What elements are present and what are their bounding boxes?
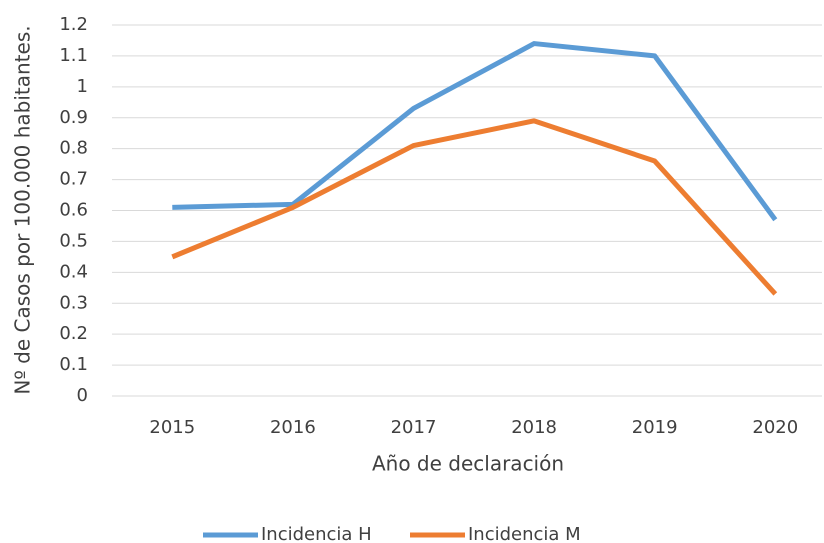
y-tick-label: 0.2 — [59, 323, 88, 344]
x-tick-label: 2017 — [391, 417, 437, 438]
y-tick-label: 0.3 — [59, 292, 88, 313]
y-tick-label: 0.7 — [59, 169, 88, 190]
x-tick-label: 2015 — [149, 417, 195, 438]
y-tick-label: 0 — [77, 385, 88, 406]
y-tick-label: 1.1 — [59, 45, 88, 66]
y-tick-label: 0.5 — [59, 230, 88, 251]
y-tick-label: 0.6 — [59, 200, 88, 221]
y-tick-label: 1.2 — [59, 14, 88, 35]
legend-label: Incidencia H — [261, 524, 372, 543]
x-axis-title: Año de declaración — [372, 452, 564, 476]
x-tick-label: 2019 — [632, 417, 678, 438]
y-axis-title: Nº de Casos por 100.000 habitantes. — [11, 25, 35, 394]
y-tick-label: 1 — [77, 76, 88, 97]
y-tick-label: 0.9 — [59, 107, 88, 128]
y-tick-label: 0.1 — [59, 354, 88, 375]
x-tick-label: 2016 — [270, 417, 316, 438]
line-series — [172, 41, 778, 222]
y-tick-label: 0.4 — [59, 261, 88, 282]
x-tick-label: 2018 — [511, 417, 557, 438]
x-tick-label: 2020 — [752, 417, 798, 438]
legend-label: Incidencia M — [468, 524, 581, 543]
line-series — [171, 118, 778, 296]
y-tick-label: 0.8 — [59, 138, 88, 159]
